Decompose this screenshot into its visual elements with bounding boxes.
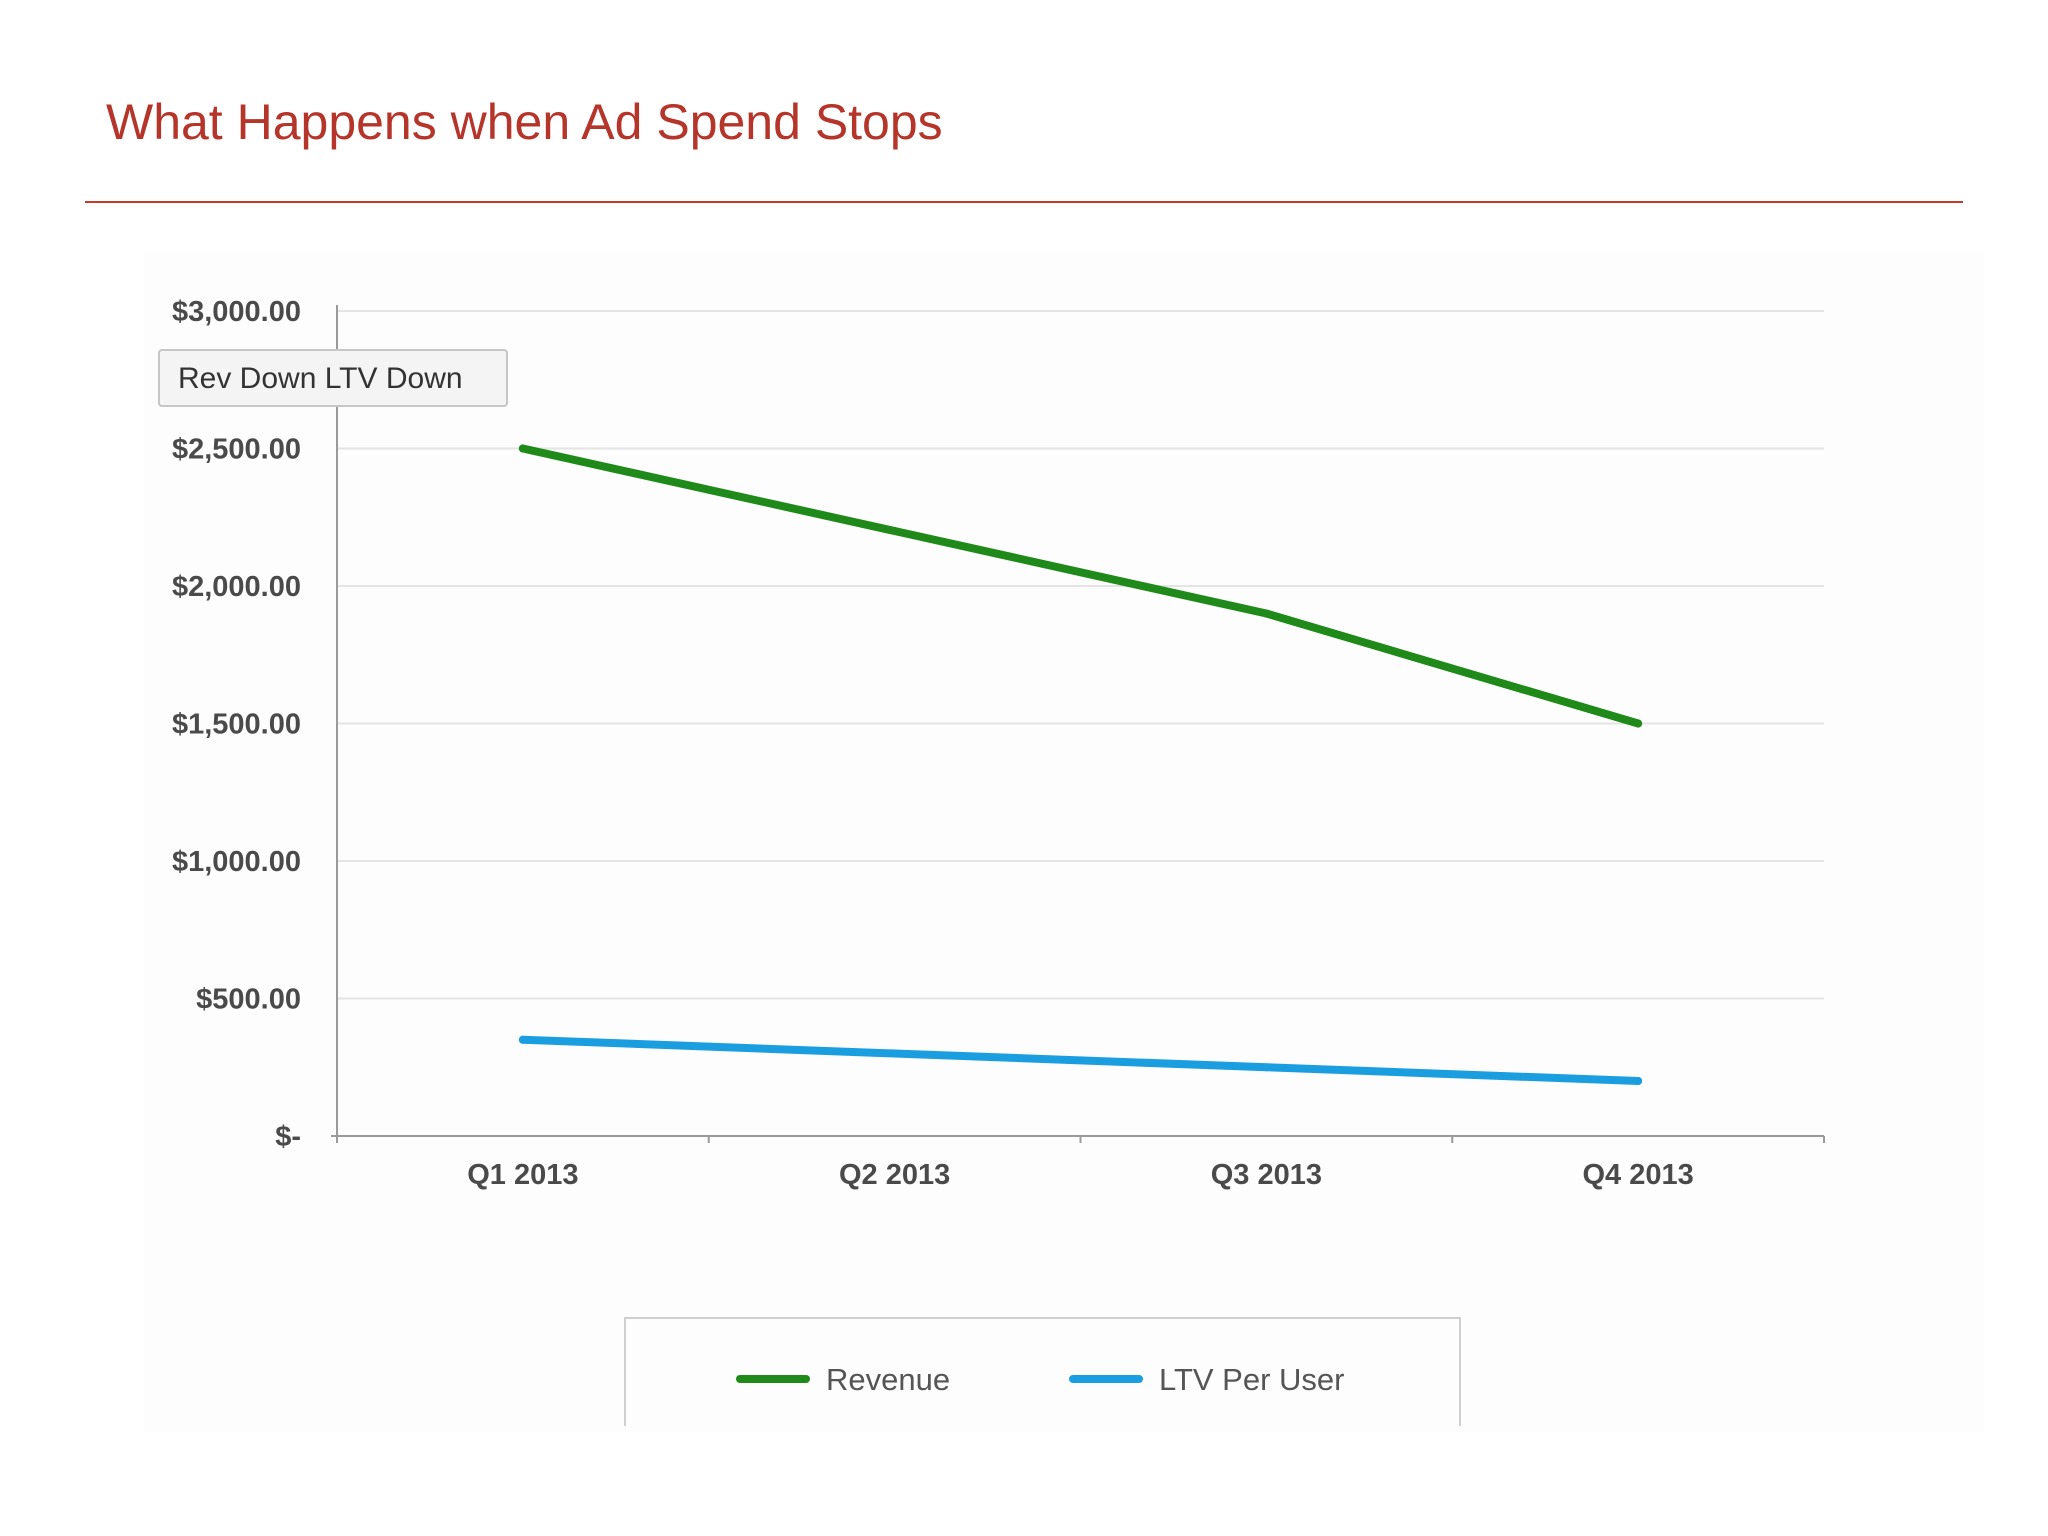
data-point <box>518 444 527 453</box>
y-tick-label: $1,000.00 <box>172 846 301 878</box>
data-point <box>890 1049 899 1058</box>
annotation-label: Rev Down LTV Down <box>178 362 463 395</box>
annotation-box <box>158 349 508 407</box>
legend-items: Revenue LTV Per User <box>736 1362 1344 1397</box>
title-divider <box>85 201 1963 203</box>
series-line-ltv-per-user <box>518 1035 1643 1085</box>
x-tick-label: Q2 2013 <box>839 1159 950 1191</box>
y-tick-label: $1,500.00 <box>172 709 301 741</box>
line-chart: $- $500.00 $1,000.00 $1,500.00 $2,000.00 $2,5… <box>158 296 1825 1426</box>
y-tick-label: $3,000.00 <box>172 296 301 328</box>
legend-frame <box>624 1317 1461 1426</box>
x-axis-tick-labels: Q1 2013 Q2 2013 Q3 2013 Q4 2013 <box>467 1159 1694 1191</box>
data-point <box>1634 1077 1643 1085</box>
y-axis-tick-labels: $- $500.00 $1,000.00 $1,500.00 $2,000.00 $2,5… <box>172 296 301 1153</box>
legend-label: LTV Per User <box>1159 1362 1344 1397</box>
x-axis-ticks <box>336 1136 1825 1143</box>
data-point <box>1262 609 1271 618</box>
annotation-callout: Rev Down LTV Down <box>158 349 508 407</box>
gridlines <box>337 310 1824 1000</box>
x-tick-label: Q1 2013 <box>467 1159 578 1191</box>
legend: Revenue LTV Per User <box>624 1317 1461 1426</box>
y-tick-label: $500.00 <box>196 984 301 1016</box>
series-line-revenue <box>518 444 1643 728</box>
x-tick-label: Q3 2013 <box>1211 1159 1322 1191</box>
axes <box>331 305 1825 1143</box>
y-tick-label: $2,000.00 <box>172 571 301 603</box>
data-point <box>1634 719 1643 728</box>
legend-label: Revenue <box>826 1362 950 1397</box>
data-point <box>1262 1063 1271 1072</box>
chart-panel: $- $500.00 $1,000.00 $1,500.00 $2,000.00 $2,5… <box>144 252 1984 1432</box>
slide-title: What Happens when Ad Spend Stops <box>106 94 943 150</box>
data-point <box>518 1035 527 1044</box>
y-tick-label: $2,500.00 <box>172 434 301 466</box>
x-tick-label: Q4 2013 <box>1582 1159 1693 1191</box>
series-layer <box>518 444 1643 1085</box>
y-tick-label: $- <box>275 1121 301 1153</box>
data-point <box>890 527 899 535</box>
